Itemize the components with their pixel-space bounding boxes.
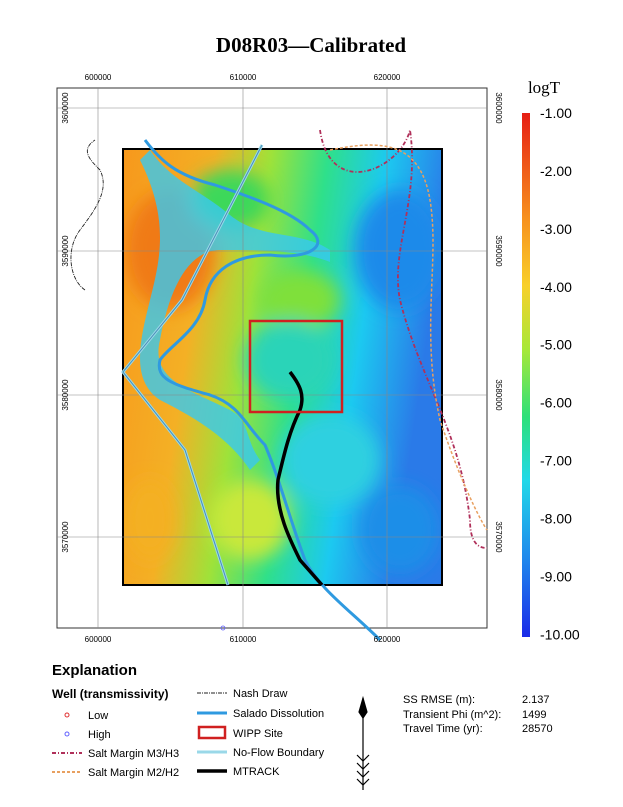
stat-label: Transient Phi (m^2):	[403, 709, 501, 721]
north-arrow	[356, 695, 370, 790]
colorbar	[522, 113, 530, 637]
colorbar-tick-label: -8.00	[540, 511, 572, 527]
legend-label: Salt Margin M2/H2	[88, 767, 179, 779]
map-part	[245, 320, 335, 400]
colorbar-tick-label: -1.00	[540, 105, 572, 121]
well-high	[220, 625, 226, 631]
x-tick-label: 600000	[85, 635, 112, 644]
colorbar-tick-label: -6.00	[540, 395, 572, 411]
x-tick-label: 600000	[85, 73, 112, 82]
x-tick-label: 620000	[374, 635, 401, 644]
map-part	[210, 480, 290, 560]
map-part: SS RMSE (m): 2.137 Transient Phi (m^2): …	[403, 694, 553, 735]
y-tick-label: 3600000	[61, 92, 70, 124]
grid	[57, 88, 487, 628]
y-tick-label: 3600000	[494, 92, 503, 124]
no-flow-boundary-inner	[122, 144, 263, 586]
colorbar-tick-label: -3.00	[540, 221, 572, 237]
nash-draw	[70, 139, 104, 291]
stat-label: SS RMSE (m):	[403, 694, 475, 706]
salt-margin-m3	[319, 129, 488, 549]
colorbar-tick-label: -9.00	[540, 568, 572, 584]
colorbar-tick-label: -7.00	[540, 453, 572, 469]
salado-dissolution	[143, 139, 382, 642]
map-part	[260, 270, 340, 330]
map-part	[140, 150, 330, 470]
explanation-title: Explanation	[52, 662, 137, 679]
y-tick-label: 3590000	[494, 235, 503, 267]
legend-high-symbol	[64, 731, 70, 737]
y-tick-label: 3570000	[61, 521, 70, 553]
colorbar-tick-label: -10.00	[540, 626, 580, 642]
colorbar-ticks: -1.00 -2.00 -3.00 -4.00 -5.00 -6.00 -7.00 -8.00…	[540, 105, 580, 642]
legend-label: Salado Dissolution	[233, 708, 324, 720]
map-part	[360, 485, 440, 575]
map-part	[125, 480, 175, 560]
salt-margin-m2	[329, 144, 488, 531]
x-tick-label: 620000	[374, 73, 401, 82]
y-tick-label: 3580000	[494, 379, 503, 411]
y-tick-label: 3590000	[61, 235, 70, 267]
stat-value: 1499	[522, 709, 546, 721]
legend-label: No-Flow Boundary	[233, 747, 325, 759]
colorbar-title: logT	[528, 78, 561, 97]
legend-label: WIPP Site	[233, 728, 283, 740]
x-tick-label: 610000	[230, 73, 257, 82]
colorbar-tick-label: -2.00	[540, 163, 572, 179]
legend-low-symbol	[64, 712, 70, 718]
y-tick-label: 3580000	[61, 379, 70, 411]
legend-label: High	[88, 729, 111, 741]
legend-label: MTRACK	[233, 766, 280, 778]
map-part	[280, 415, 380, 505]
legend-wipp-symbol	[197, 725, 227, 740]
map-part	[358, 695, 368, 720]
map-part: 600000 610000 620000 600000 610000 62000…	[61, 73, 503, 644]
well-heading: Well (transmissivity)	[52, 687, 168, 701]
stat-label: Travel Time (yr):	[403, 723, 483, 735]
legend-label: Salt Margin M3/H3	[88, 748, 179, 760]
y-tick-label: 3570000	[494, 521, 503, 553]
map-part: Low High Salt Margin M3/H3 Salt Margin M…	[88, 688, 325, 779]
colorbar-tick-label: -4.00	[540, 279, 572, 295]
title: D08R03—Calibrated	[216, 33, 406, 57]
map-part	[125, 170, 442, 575]
wipp-site	[248, 319, 344, 414]
map-part	[356, 754, 370, 786]
model-domain	[122, 148, 443, 586]
legend-label: Nash Draw	[233, 688, 287, 700]
colorbar-tick-label: -5.00	[540, 337, 572, 353]
legend-label: Low	[88, 710, 108, 722]
stat-value: 28570	[522, 723, 553, 735]
stat-value: 2.137	[522, 694, 550, 706]
mtrack	[275, 370, 324, 587]
map-part	[355, 190, 442, 310]
x-tick-label: 610000	[230, 635, 257, 644]
